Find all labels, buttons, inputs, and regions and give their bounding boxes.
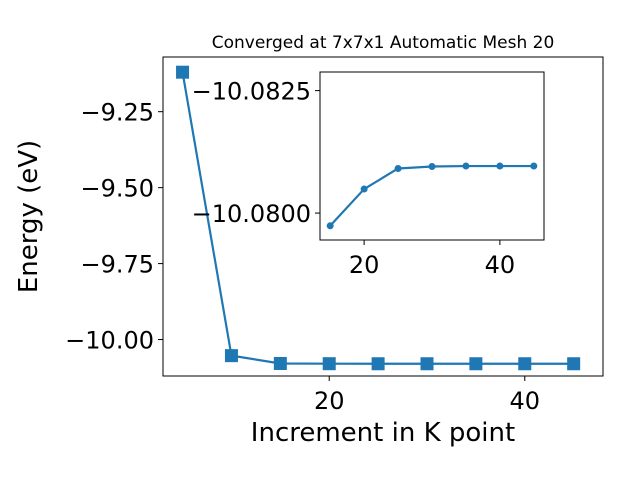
inset-y-tick-label: −10.0800 <box>192 200 311 228</box>
inset-x-tick-label: 40 <box>485 251 516 279</box>
main-data-point <box>469 357 483 371</box>
inset-data-point <box>530 162 538 170</box>
inset-series-line <box>329 164 534 227</box>
inset-y-tick-label: −10.0825 <box>192 78 311 106</box>
main-x-axis-label: Increment in K point <box>251 418 515 448</box>
main-data-point <box>322 357 336 371</box>
inset-data-point <box>428 163 436 171</box>
main-y-tick-label: −9.75 <box>80 251 154 279</box>
inset-plot-frame <box>319 71 545 241</box>
main-x-tick-label: 40 <box>510 387 541 415</box>
main-data-point <box>273 356 287 370</box>
inset-data-point <box>394 164 402 172</box>
inset-chart: 20 40 −10.0800 −10.0825 <box>192 71 545 279</box>
main-data-point <box>567 357 581 371</box>
inset-data-point <box>360 185 368 193</box>
inset-x-tick-label: 20 <box>349 251 380 279</box>
inset-data-point <box>462 162 470 170</box>
inset-data-point <box>496 162 504 170</box>
main-x-tick-label: 20 <box>314 387 345 415</box>
main-chart-title: Converged at 7x7x1 Automatic Mesh 20 <box>212 33 555 53</box>
main-data-point <box>176 65 190 79</box>
main-data-point <box>224 349 238 363</box>
main-plot-frame <box>162 56 604 377</box>
main-y-tick-label: −10.00 <box>65 327 154 355</box>
main-data-point <box>518 357 532 371</box>
main-data-point <box>420 357 434 371</box>
main-data-point <box>371 357 385 371</box>
main-y-tick-label: −9.50 <box>80 175 154 203</box>
inset-data-point <box>326 222 334 230</box>
main-chart: 20 40 −10.00 −9.75 −9.50 −9.25 Converged at 7x… <box>14 33 604 448</box>
main-y-axis-label: Energy (eV) <box>14 140 44 293</box>
main-y-tick-label: −9.25 <box>80 99 154 127</box>
